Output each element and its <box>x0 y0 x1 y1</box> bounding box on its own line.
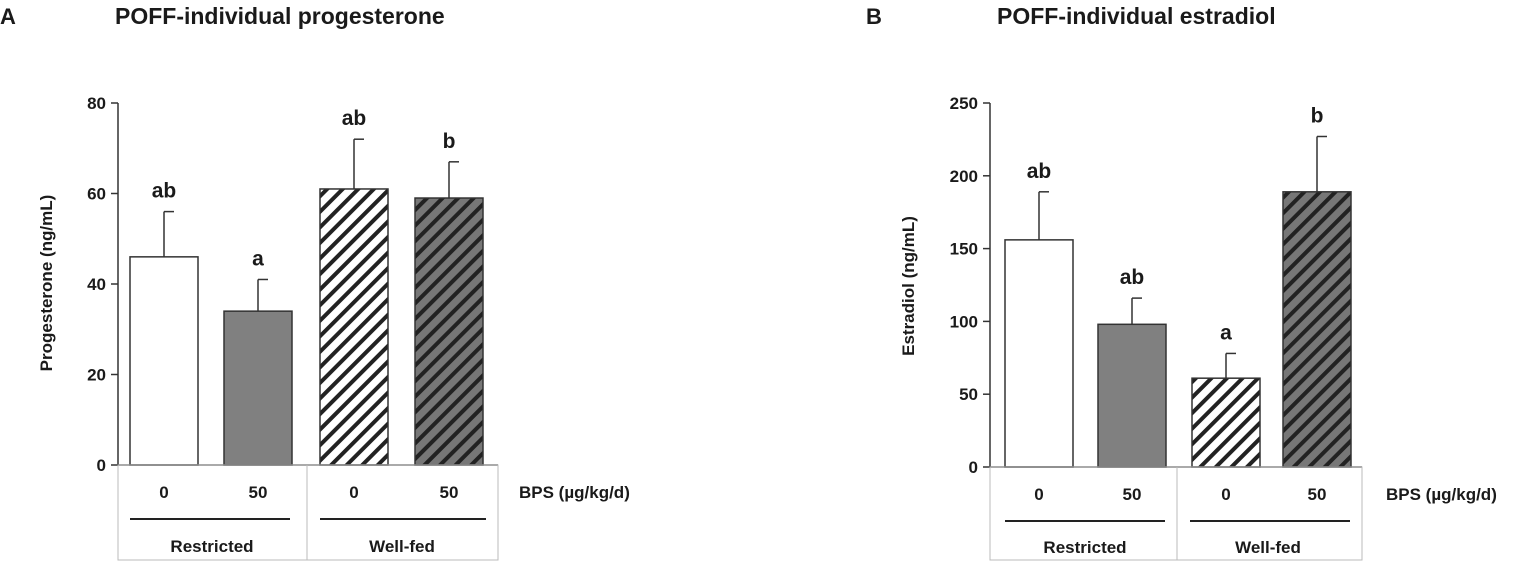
significance-label: b <box>443 130 456 153</box>
chart-title: POFF-individual progesterone <box>115 3 445 29</box>
y-tick-label: 40 <box>87 275 106 294</box>
bar <box>1097 323 1167 468</box>
bar <box>1004 239 1074 468</box>
significance-label: ab <box>342 107 367 130</box>
bar <box>319 188 389 466</box>
significance-label: ab <box>1120 266 1145 289</box>
group-label-well-fed: Well-fed <box>1235 538 1301 557</box>
category-table <box>989 466 1363 561</box>
y-tick-label: 150 <box>950 240 978 259</box>
y-tick-label: 50 <box>959 385 978 404</box>
y-tick-label: 250 <box>950 94 978 113</box>
panel-letter: B <box>866 4 882 29</box>
significance-label: b <box>1311 104 1324 127</box>
category-label: 0 <box>1034 485 1043 504</box>
y-tick-label: 0 <box>969 458 978 477</box>
bar <box>1282 191 1352 468</box>
y-tick-label: 0 <box>97 456 106 475</box>
chart-title: POFF-individual estradiol <box>997 3 1276 29</box>
category-label: 0 <box>1221 485 1230 504</box>
panel-letter: A <box>0 4 16 29</box>
bps-label: BPS (µg/kg/d) <box>519 483 630 502</box>
significance-label: ab <box>152 180 177 203</box>
y-tick-label: 200 <box>950 167 978 186</box>
bar <box>223 310 293 466</box>
significance-label: a <box>252 247 264 270</box>
bps-label: BPS (µg/kg/d) <box>1386 485 1497 504</box>
category-label: 50 <box>1123 485 1142 504</box>
panel-b: B POFF-individual estradiol Estradiol (n… <box>866 3 1497 561</box>
group-label-well-fed: Well-fed <box>369 537 435 556</box>
y-tick-label: 100 <box>950 312 978 331</box>
category-label: 0 <box>159 483 168 502</box>
y-tick-label: 60 <box>87 185 106 204</box>
bar <box>1191 377 1261 468</box>
group-label-restricted: Restricted <box>1043 538 1126 557</box>
category-table <box>117 464 499 561</box>
group-label-restricted: Restricted <box>170 537 253 556</box>
bar <box>414 197 484 466</box>
y-tick-label: 20 <box>87 366 106 385</box>
y-axis-label: Estradiol (ng/mL) <box>899 216 918 356</box>
category-label: 50 <box>1308 485 1327 504</box>
category-label: 50 <box>440 483 459 502</box>
y-axis-label: Progesterone (ng/mL) <box>37 195 56 372</box>
significance-label: ab <box>1027 160 1052 183</box>
significance-label: a <box>1220 321 1232 344</box>
category-label: 0 <box>349 483 358 502</box>
y-tick-label: 80 <box>87 94 106 113</box>
panel-a: A POFF-individual progesterone Progester… <box>0 3 630 561</box>
bar <box>129 256 199 466</box>
category-label: 50 <box>249 483 268 502</box>
